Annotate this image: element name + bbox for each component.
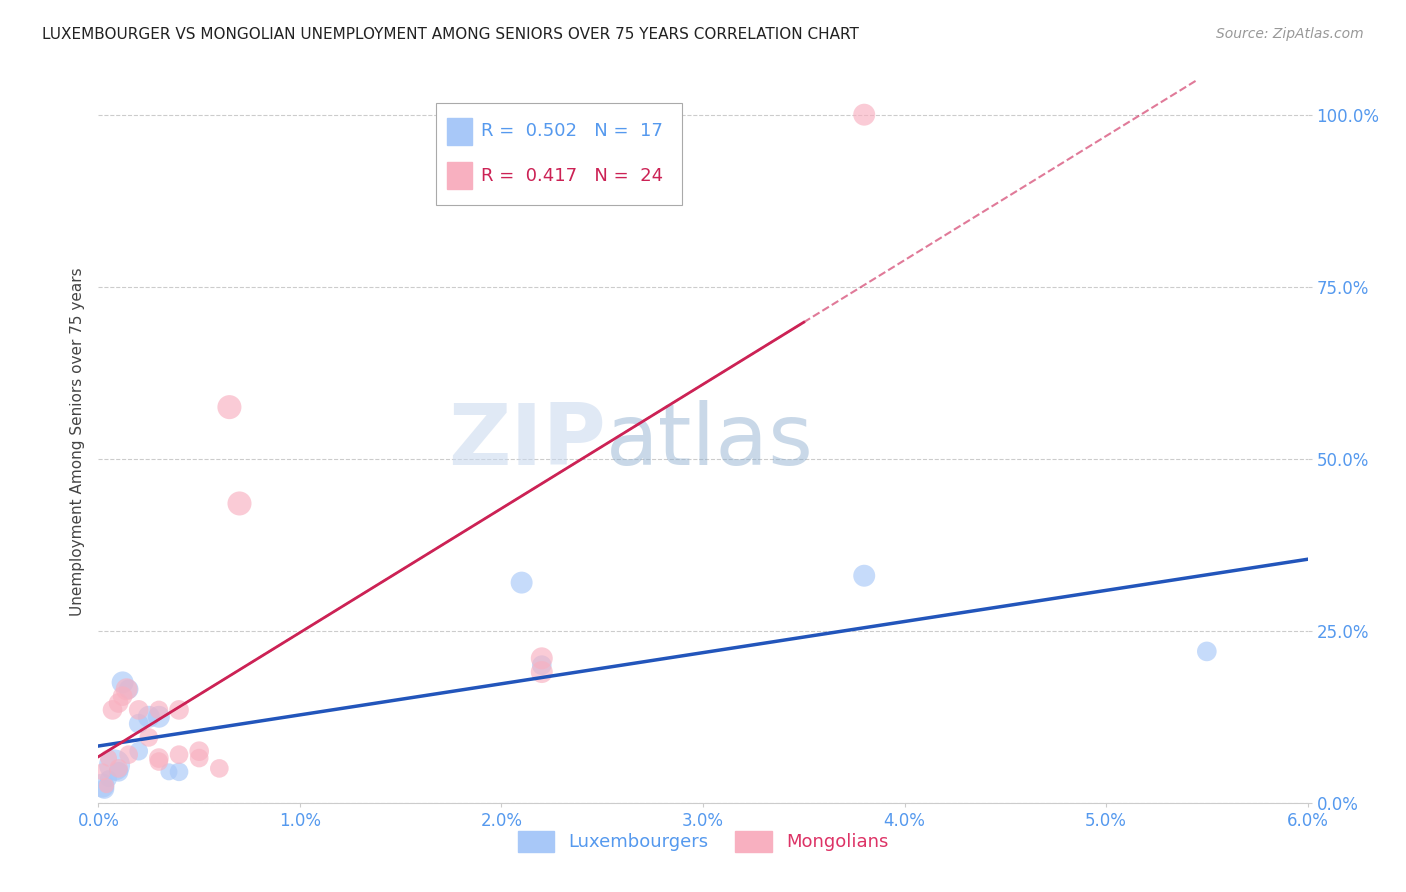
Point	[118, 747, 141, 762]
Text: R =  0.502   N =  17: R = 0.502 N = 17	[481, 122, 662, 140]
Point	[530, 651, 553, 665]
Point	[138, 710, 160, 724]
Point	[111, 689, 134, 703]
Text: atlas: atlas	[606, 400, 814, 483]
Point	[107, 764, 129, 779]
Point	[91, 779, 114, 793]
Point	[101, 703, 124, 717]
Point	[111, 675, 134, 690]
Point	[107, 761, 129, 775]
Point	[228, 496, 250, 510]
Point	[103, 758, 125, 772]
Point	[167, 764, 190, 779]
Point	[115, 682, 138, 697]
Text: R =  0.417   N =  24: R = 0.417 N = 24	[481, 167, 664, 185]
Point	[218, 400, 240, 414]
Text: ZIP: ZIP	[449, 400, 606, 483]
Point	[148, 703, 170, 717]
Point	[208, 761, 231, 775]
Point	[157, 764, 180, 779]
Point	[91, 764, 114, 779]
Point	[1195, 644, 1218, 658]
Point	[107, 696, 129, 710]
Y-axis label: Unemployment Among Seniors over 75 years: Unemployment Among Seniors over 75 years	[69, 268, 84, 615]
Text: LUXEMBOURGER VS MONGOLIAN UNEMPLOYMENT AMONG SENIORS OVER 75 YEARS CORRELATION C: LUXEMBOURGER VS MONGOLIAN UNEMPLOYMENT A…	[42, 27, 859, 42]
Text: Source: ZipAtlas.com: Source: ZipAtlas.com	[1216, 27, 1364, 41]
Point	[128, 716, 150, 731]
Point	[138, 731, 160, 745]
Point	[128, 744, 150, 758]
Point	[853, 108, 876, 122]
Point	[148, 751, 170, 765]
Legend: Luxembourgers, Mongolians: Luxembourgers, Mongolians	[510, 823, 896, 859]
Point	[530, 658, 553, 673]
Point	[530, 665, 553, 679]
Point	[167, 747, 190, 762]
Point	[118, 682, 141, 697]
Point	[93, 782, 115, 797]
Point	[188, 744, 211, 758]
Point	[97, 751, 120, 765]
Point	[853, 568, 876, 582]
Point	[148, 710, 170, 724]
Point	[96, 779, 118, 793]
Point	[510, 575, 533, 590]
Point	[97, 772, 120, 786]
Point	[188, 751, 211, 765]
Point	[128, 703, 150, 717]
Point	[167, 703, 190, 717]
Point	[148, 755, 170, 769]
